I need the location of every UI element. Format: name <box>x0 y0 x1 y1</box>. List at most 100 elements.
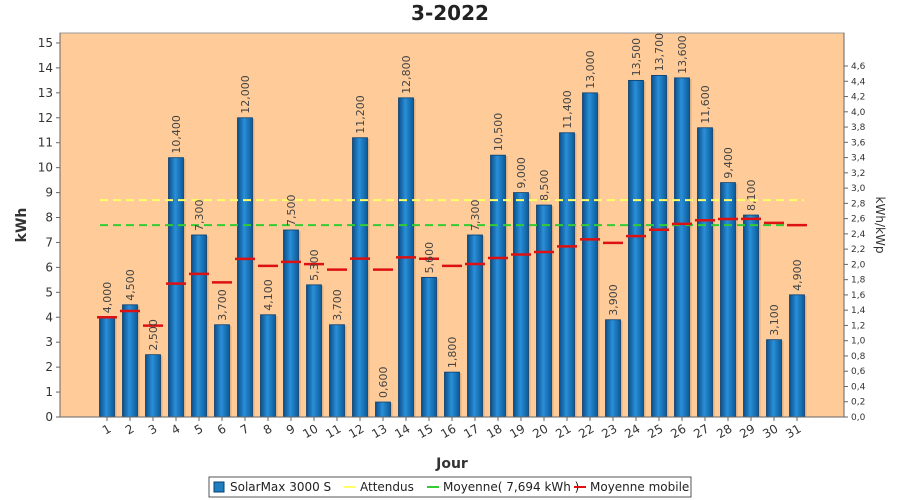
y-tick-label: 2 <box>45 360 53 374</box>
bar <box>260 314 276 418</box>
x-tick-label: 5 <box>192 421 206 437</box>
data-label: 10,500 <box>492 113 505 152</box>
x-tick-label: 9 <box>284 421 298 437</box>
y2-axis-title: kWh/kWp <box>873 197 887 254</box>
legend-label: Attendus <box>360 480 414 494</box>
data-label: 13,700 <box>653 33 666 72</box>
data-label: 3,900 <box>607 284 620 316</box>
bar <box>490 154 506 418</box>
x-tick-label: 28 <box>714 421 734 441</box>
bar <box>329 324 345 418</box>
data-label: 8,100 <box>745 180 758 212</box>
x-tick-label: 20 <box>530 421 550 441</box>
x-tick-label: 26 <box>668 421 688 441</box>
data-label: 7,300 <box>193 199 206 231</box>
legend-label: Moyenne mobile <box>590 480 689 494</box>
bars <box>99 74 807 418</box>
data-label: 13,000 <box>584 50 597 89</box>
data-label: 7,500 <box>285 194 298 226</box>
bar <box>674 77 690 418</box>
bar <box>605 319 621 418</box>
x-tick-label: 19 <box>507 421 527 441</box>
y-tick-label: 5 <box>45 285 53 299</box>
x-tick-label: 16 <box>438 421 458 441</box>
x-tick-label: 22 <box>576 421 596 441</box>
data-label: 3,100 <box>768 304 781 336</box>
y-tick-label: 7 <box>45 235 53 249</box>
data-label: 13,500 <box>630 38 643 77</box>
x-axis: 1 2 3 4 5 6 7 8 9 10 11 12 13 14 15 16 17 18 19 20 21 22 23 24 2… <box>60 416 844 441</box>
y2-tick-label: 1,8 <box>851 276 866 286</box>
y2-tick-label: 3,0 <box>851 184 866 194</box>
y-tick-label: 11 <box>38 136 53 150</box>
data-label: 10,400 <box>170 115 183 154</box>
data-labels: 4,000 4,500 2,500 10,400 7,300 3,700 12,000 4,1… <box>101 33 804 398</box>
data-label: 11,200 <box>354 95 367 134</box>
data-label: 13,600 <box>676 35 689 74</box>
x-tick-label: 6 <box>215 421 229 437</box>
bar <box>467 234 483 418</box>
bar <box>375 401 391 418</box>
data-label: 9,400 <box>722 147 735 179</box>
x-tick-label: 10 <box>300 421 320 441</box>
bar <box>283 229 299 418</box>
y2-tick-label: 0,6 <box>851 367 866 377</box>
reference-lines <box>97 199 807 327</box>
y2-tick-label: 1,6 <box>851 291 866 301</box>
x-tick-label: 3 <box>146 421 160 437</box>
x-tick-label: 31 <box>783 421 803 441</box>
y2-tick-label: 2,4 <box>851 230 866 240</box>
bar <box>444 371 460 418</box>
bar <box>237 117 253 418</box>
y-tick-label: 3 <box>45 335 53 349</box>
x-tick-label: 30 <box>760 421 780 441</box>
bar <box>421 276 437 418</box>
x-tick-label: 2 <box>123 421 137 437</box>
x-tick-label: 4 <box>169 421 183 437</box>
y2-tick-label: 1,2 <box>851 321 865 331</box>
data-label: 5,300 <box>308 249 321 281</box>
data-label: 4,900 <box>791 259 804 291</box>
y2-tick-label: 3,4 <box>851 154 866 164</box>
x-tick-label: 7 <box>238 421 252 437</box>
bar <box>536 204 552 418</box>
x-tick-label: 1 <box>100 421 114 437</box>
y-tick-label: 13 <box>38 86 53 100</box>
y2-tick-label: 2,6 <box>851 215 866 225</box>
data-label: 7,300 <box>469 199 482 231</box>
x-tick-label: 23 <box>599 421 619 441</box>
x-tick-label: 14 <box>392 421 412 441</box>
y-axis-title: kWh <box>14 208 30 243</box>
data-label: 9,000 <box>515 157 528 189</box>
data-label: 8,500 <box>538 170 551 202</box>
bar <box>214 324 230 418</box>
bar <box>628 79 644 418</box>
bar <box>651 74 667 418</box>
y2-tick-label: 4,6 <box>851 62 866 72</box>
y-tick-label: 8 <box>45 211 53 225</box>
y2-tick-label: 3,8 <box>851 123 866 133</box>
y2-tick-label: 0,4 <box>851 382 866 392</box>
x-tick-label: 27 <box>691 421 711 441</box>
y2-tick-label: 3,2 <box>851 169 865 179</box>
bar <box>122 304 138 418</box>
legend-swatch <box>213 481 225 493</box>
bar <box>789 294 805 418</box>
y-tick-label: 10 <box>38 161 53 175</box>
y2-tick-label: 3,6 <box>851 138 866 148</box>
legend-label: SolarMax 3000 S <box>230 480 331 494</box>
y-tick-label: 15 <box>38 36 53 50</box>
x-tick-label: 8 <box>261 421 275 437</box>
data-label: 1,800 <box>446 337 459 369</box>
bar <box>766 339 782 418</box>
bar <box>168 157 184 418</box>
legend-label: Moyenne( 7,694 kWh ) <box>443 480 579 494</box>
y2-tick-label: 2,8 <box>851 199 866 209</box>
y2-tick-label: 4,2 <box>851 93 865 103</box>
bar <box>352 137 368 418</box>
x-tick-label: 15 <box>415 421 435 441</box>
data-label: 0,600 <box>377 367 390 399</box>
data-label: 4,000 <box>101 282 114 314</box>
y2-axis: 0,0 0,2 0,4 0,6 0,8 1,0 1,2 1,4 1,6 1,8 2,0 2,2 2,4 2… <box>843 33 866 423</box>
x-axis-title: Jour <box>435 456 468 472</box>
